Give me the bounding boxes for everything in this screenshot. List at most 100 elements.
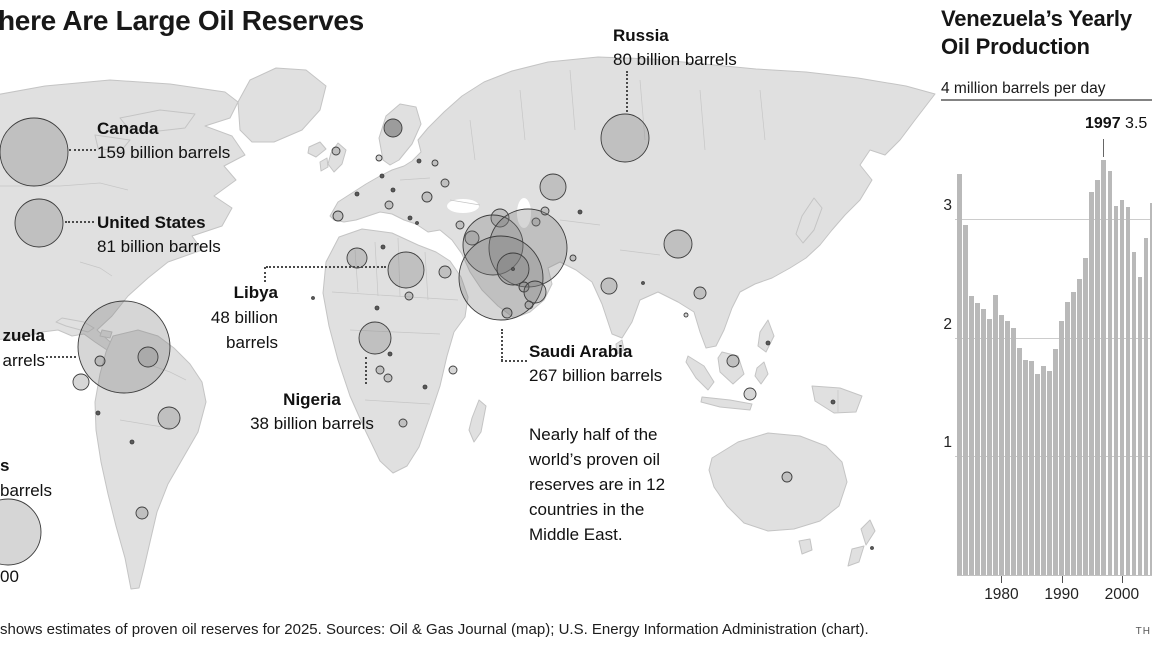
country-borders xyxy=(0,69,839,429)
vietnam-bubble xyxy=(693,286,707,300)
bar-1973 xyxy=(957,173,962,575)
java xyxy=(700,396,753,411)
argentina-bubble xyxy=(135,506,149,520)
syria-bubble xyxy=(464,230,480,246)
footer-source-note: shows estimates of proven oil reserves f… xyxy=(0,621,869,638)
denmark-bubble xyxy=(375,154,383,162)
greece-bubble xyxy=(415,221,419,225)
bar-1991 xyxy=(1065,301,1070,575)
bar-1976 xyxy=(975,303,980,575)
y-axis-label-1: 1 xyxy=(943,434,952,452)
saudi-arabia-label: Saudi Arabia 267 billion barrels xyxy=(529,340,662,388)
nigeria-value: 38 billion barrels xyxy=(250,414,374,433)
russia-leader-line xyxy=(626,71,628,112)
bar-1980 xyxy=(999,315,1004,575)
bar-1975 xyxy=(969,296,974,575)
x-tick-1980 xyxy=(1001,576,1003,583)
philippines-islands xyxy=(757,319,775,353)
landmasses xyxy=(0,56,936,590)
chart-title-line2: Oil Production xyxy=(941,34,1090,59)
chart-title: Venezuela’s Yearly Oil Production xyxy=(941,5,1152,61)
bolivia-bubble xyxy=(129,439,135,445)
bar-1981 xyxy=(1005,320,1010,575)
australia-bubble xyxy=(781,471,793,483)
bar-1982 xyxy=(1011,328,1016,575)
bar-1983 xyxy=(1017,348,1022,575)
middle-east-note: Nearly half of the world’s proven oil re… xyxy=(529,425,666,544)
united-states-value: 81 billion barrels xyxy=(97,237,221,256)
caspian-small-bubble xyxy=(531,217,541,227)
gridline-3 xyxy=(955,218,1152,220)
new-guinea xyxy=(811,385,863,414)
x-axis-label-1990: 1990 xyxy=(1044,586,1079,603)
hispaniola xyxy=(99,329,113,339)
peak-annotation-year: 1997 xyxy=(1085,115,1121,132)
norway-bubble xyxy=(383,118,403,138)
kuwait-center-dot xyxy=(511,267,515,271)
turkey-bubble xyxy=(455,220,465,230)
gridline-2 xyxy=(955,337,1152,339)
chart-unit-label: 4 million barrels per day xyxy=(941,80,1106,97)
saudi-leader-line-v xyxy=(501,329,503,361)
black-sea xyxy=(447,199,479,213)
page-title: here Are Large Oil Reserves xyxy=(0,5,364,36)
bar-2002 xyxy=(1131,252,1137,575)
sri-lanka xyxy=(615,339,625,355)
kazakhstan-bubble xyxy=(539,173,567,201)
azerbaijan-bubble xyxy=(490,208,510,228)
venezuela-bubble xyxy=(77,300,171,394)
legend-circle-label-cut: 00 xyxy=(0,567,19,586)
russia-label: Russia 80 billion barrels xyxy=(613,24,737,72)
romania-bubble xyxy=(421,191,433,203)
sulawesi xyxy=(754,361,769,385)
venezuela-label-cut: zuela arrels xyxy=(0,323,45,373)
uae-bubble xyxy=(523,280,547,304)
canada-name: Canada xyxy=(97,119,159,138)
bar-1990 xyxy=(1059,320,1064,575)
y-axis-label-2: 2 xyxy=(943,315,952,333)
greenland xyxy=(237,67,327,143)
algeria-bubble xyxy=(346,247,368,269)
thailand-bubble xyxy=(683,312,689,318)
nigeria-name: Nigeria xyxy=(283,390,341,409)
cameroon-bubble xyxy=(387,351,393,357)
bar-2001 xyxy=(1125,207,1131,575)
nigeria-bubble xyxy=(358,321,392,355)
bar-1974 xyxy=(963,224,968,575)
congo-bubble xyxy=(383,373,393,383)
sumatra xyxy=(685,355,715,391)
bar-1984 xyxy=(1023,360,1028,575)
italy-bubble xyxy=(384,200,394,210)
libya-leader-line-v xyxy=(264,267,266,282)
netherlands-bubble xyxy=(379,173,385,179)
iran-bubble xyxy=(488,208,568,288)
africa-landmass xyxy=(322,228,469,474)
canada-label: Canada 159 billion barrels xyxy=(97,117,230,165)
saudi-arabia-value: 267 billion barrels xyxy=(529,366,663,385)
russia-name: Russia xyxy=(613,26,669,45)
x-axis-label-1980: 1980 xyxy=(984,586,1019,603)
angola-bubble xyxy=(398,418,408,428)
philippines-bubble xyxy=(765,340,771,346)
x-axis-label-2000: 2000 xyxy=(1104,586,1140,603)
poland-bubble xyxy=(431,159,439,167)
saudi-leader-line-h xyxy=(501,360,527,362)
peak-annotation-value: 3.5 xyxy=(1125,115,1148,132)
arctic-islands-2 xyxy=(94,134,131,153)
venezuela-leader-line xyxy=(46,356,76,358)
india-bubble xyxy=(600,277,618,295)
tunisia-bubble xyxy=(380,244,386,250)
iraq-bubble xyxy=(462,214,524,276)
bar-1998 xyxy=(1107,171,1113,575)
bar-2005 xyxy=(1149,203,1152,575)
malaysia-bubble xyxy=(726,354,740,368)
bar-1992 xyxy=(1071,292,1076,575)
peak-annotation-tick xyxy=(1103,139,1104,157)
peak-annotation: 1997 3.5 xyxy=(1085,115,1147,133)
peru-bubble xyxy=(95,410,101,416)
libya-label: Libya 48 billion barrels xyxy=(190,280,278,355)
bar-1979 xyxy=(993,294,998,575)
egypt-bubble xyxy=(438,265,452,279)
madagascar xyxy=(468,399,487,443)
x-tick-2000 xyxy=(1121,576,1123,583)
